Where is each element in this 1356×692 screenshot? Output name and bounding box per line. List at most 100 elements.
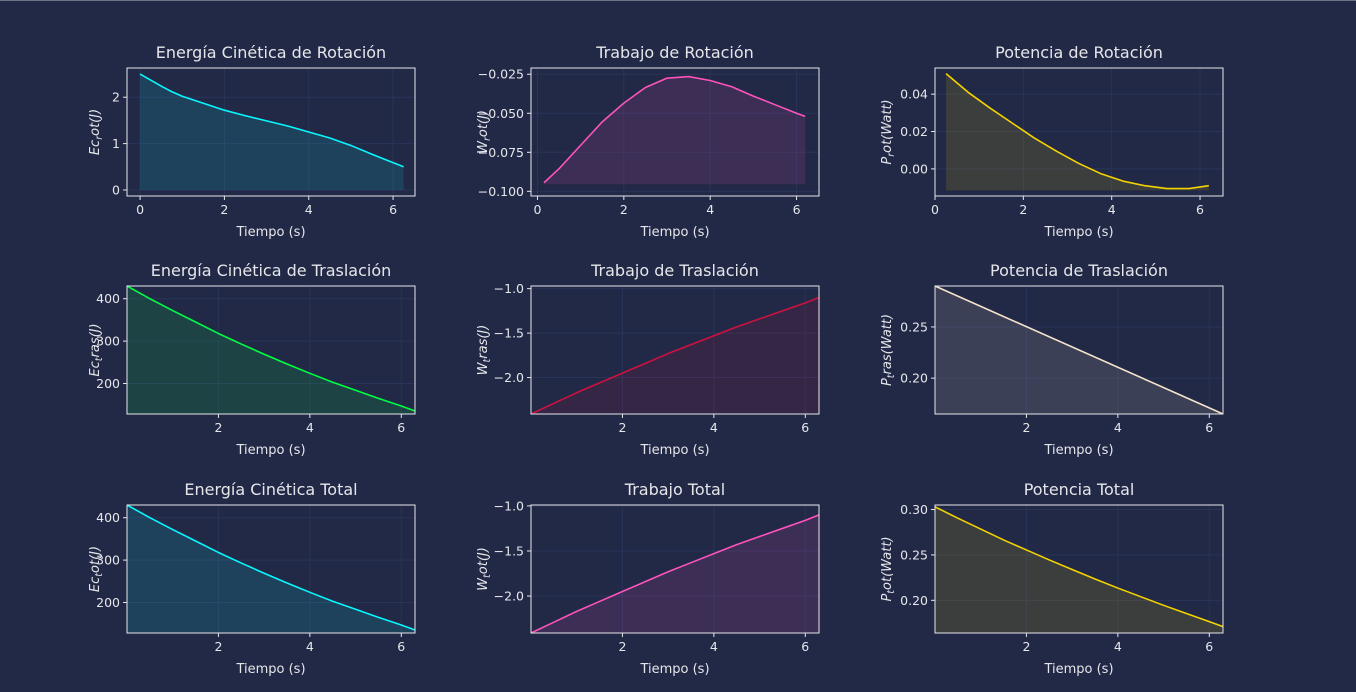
y-tick-label: −2.0 (494, 370, 524, 385)
series-area (140, 74, 404, 190)
y-tick-label: 0.04 (900, 87, 928, 102)
y-tick-label: 400 (96, 291, 120, 306)
y-tick-label: −1.0 (494, 498, 524, 513)
y-tick-label: 0.02 (900, 124, 928, 139)
x-tick-label: 6 (801, 639, 809, 654)
series-line (934, 285, 1224, 415)
series-line (530, 296, 820, 415)
x-axis-label: Tiempo (s) (639, 662, 709, 677)
x-tick-label: 2 (214, 639, 222, 654)
x-tick-label: 2 (620, 202, 628, 217)
series-line (543, 75, 806, 184)
x-tick-label: 0 (136, 202, 144, 217)
y-tick-label: 0.20 (900, 593, 928, 608)
axes-frame (530, 504, 820, 634)
y-tick-label: 0.25 (900, 547, 928, 562)
chart-title: Potencia de Rotación (995, 43, 1163, 62)
series-area (543, 76, 806, 185)
x-tick-label: 4 (305, 202, 313, 217)
x-tick-label: 4 (710, 420, 718, 435)
y-tick-label: 300 (96, 553, 120, 568)
subplot-8: 2 4 6 −2.0 −1.5 −1.0 Trabajo Total Tiempo (s) Wt… (476, 480, 820, 677)
chart-title: Trabajo de Traslación (590, 261, 759, 280)
x-tick-label: 2 (214, 420, 222, 435)
grid (531, 286, 819, 414)
y-tick-label: 0.20 (900, 371, 928, 386)
chart-title: Trabajo de Rotación (595, 43, 754, 62)
series-line (530, 514, 820, 634)
y-tick-label: 1 (112, 136, 120, 151)
subplot-7: 2 4 6 200 300 400 Energía Cinética Total Tiempo… (88, 480, 416, 677)
x-axis-label: Tiempo (s) (1043, 225, 1113, 240)
x-axis-label: Tiempo (s) (1043, 443, 1113, 458)
x-tick-label: 4 (710, 639, 718, 654)
y-tick-label: 0 (112, 182, 120, 197)
y-tick-label: 0.00 (900, 161, 928, 176)
series-line (945, 72, 1209, 190)
chart-title: Potencia de Traslación (990, 261, 1168, 280)
x-tick-label: 2 (1022, 420, 1030, 435)
chart-title: Energía Cinética de Traslación (151, 261, 392, 280)
subplot-3: 0 2 4 6 0.00 0.02 0.04 Potencia de Rotación Tiem… (880, 43, 1224, 240)
x-tick-label: 6 (397, 420, 405, 435)
y-tick-label: 200 (96, 595, 120, 610)
grid (127, 286, 415, 414)
y-axis-label: Wrot(J) (476, 110, 493, 154)
y-tick-label: −0.100 (478, 184, 524, 199)
grid (935, 505, 1223, 633)
y-axis-label: Ecrot(J) (88, 109, 105, 155)
x-tick-label: 0 (534, 202, 542, 217)
x-tick-label: 2 (618, 420, 626, 435)
y-tick-label: −0.050 (478, 106, 524, 121)
x-tick-label: 6 (1205, 639, 1213, 654)
y-axis-label: Wtras(J) (476, 325, 493, 376)
x-tick-label: 4 (306, 639, 314, 654)
x-tick-label: 6 (389, 202, 397, 217)
x-tick-label: 4 (306, 420, 314, 435)
series-line (126, 504, 416, 631)
y-tick-label: 200 (96, 376, 120, 391)
grid (127, 505, 415, 633)
x-axis-label: Tiempo (s) (235, 443, 305, 458)
axes-frame (126, 285, 416, 415)
y-tick-label: 300 (96, 334, 120, 349)
series-area (935, 506, 1223, 633)
subplot-6: 2 4 6 0.20 0.25 Potencia de Traslación Tiempo … (880, 261, 1224, 458)
axes-frame (530, 285, 820, 415)
series-area (127, 505, 415, 633)
grid (531, 68, 819, 196)
y-axis-label: Prot(Watt) (880, 99, 897, 164)
axes-frame (126, 67, 416, 197)
y-tick-label: 0.30 (900, 502, 928, 517)
subplot-9: 2 4 6 0.20 0.25 0.30 Potencia Total Tiempo (s) P… (880, 480, 1224, 677)
x-tick-label: 4 (1114, 420, 1122, 435)
axes-frame (126, 504, 416, 634)
x-axis-label: Tiempo (s) (235, 662, 305, 677)
series-line (934, 506, 1224, 628)
y-axis-label: Ectras(J) (88, 323, 105, 376)
x-axis-label: Tiempo (s) (639, 225, 709, 240)
y-tick-label: −1.5 (494, 543, 524, 558)
y-tick-label: 2 (112, 90, 120, 105)
subplot-2: 0 2 4 6 −0.100 −0.075 −0.050 −0.025 Trabajo de R… (476, 43, 820, 240)
series-line (126, 285, 416, 412)
x-axis-label: Tiempo (s) (235, 225, 305, 240)
subplot-5: 2 4 6 −2.0 −1.5 −1.0 Trabajo de Traslación Tiem… (476, 261, 820, 458)
y-tick-label: −0.025 (478, 67, 524, 82)
y-tick-label: 0.25 (900, 319, 928, 334)
x-tick-label: 6 (801, 420, 809, 435)
grid (935, 286, 1223, 414)
series-area (531, 297, 819, 414)
grid (127, 68, 415, 196)
grid (531, 505, 819, 633)
series-line (139, 73, 404, 168)
chart-title: Energía Cinética de Rotación (156, 43, 386, 62)
x-axis-label: Tiempo (s) (639, 443, 709, 458)
x-axis-label: Tiempo (s) (1043, 662, 1113, 677)
x-tick-label: 4 (1108, 202, 1116, 217)
y-axis-label: Ptot(Watt) (880, 536, 897, 601)
y-tick-label: 400 (96, 510, 120, 525)
x-tick-label: 0 (931, 202, 939, 217)
y-axis-label: Ectot(J) (88, 546, 105, 592)
